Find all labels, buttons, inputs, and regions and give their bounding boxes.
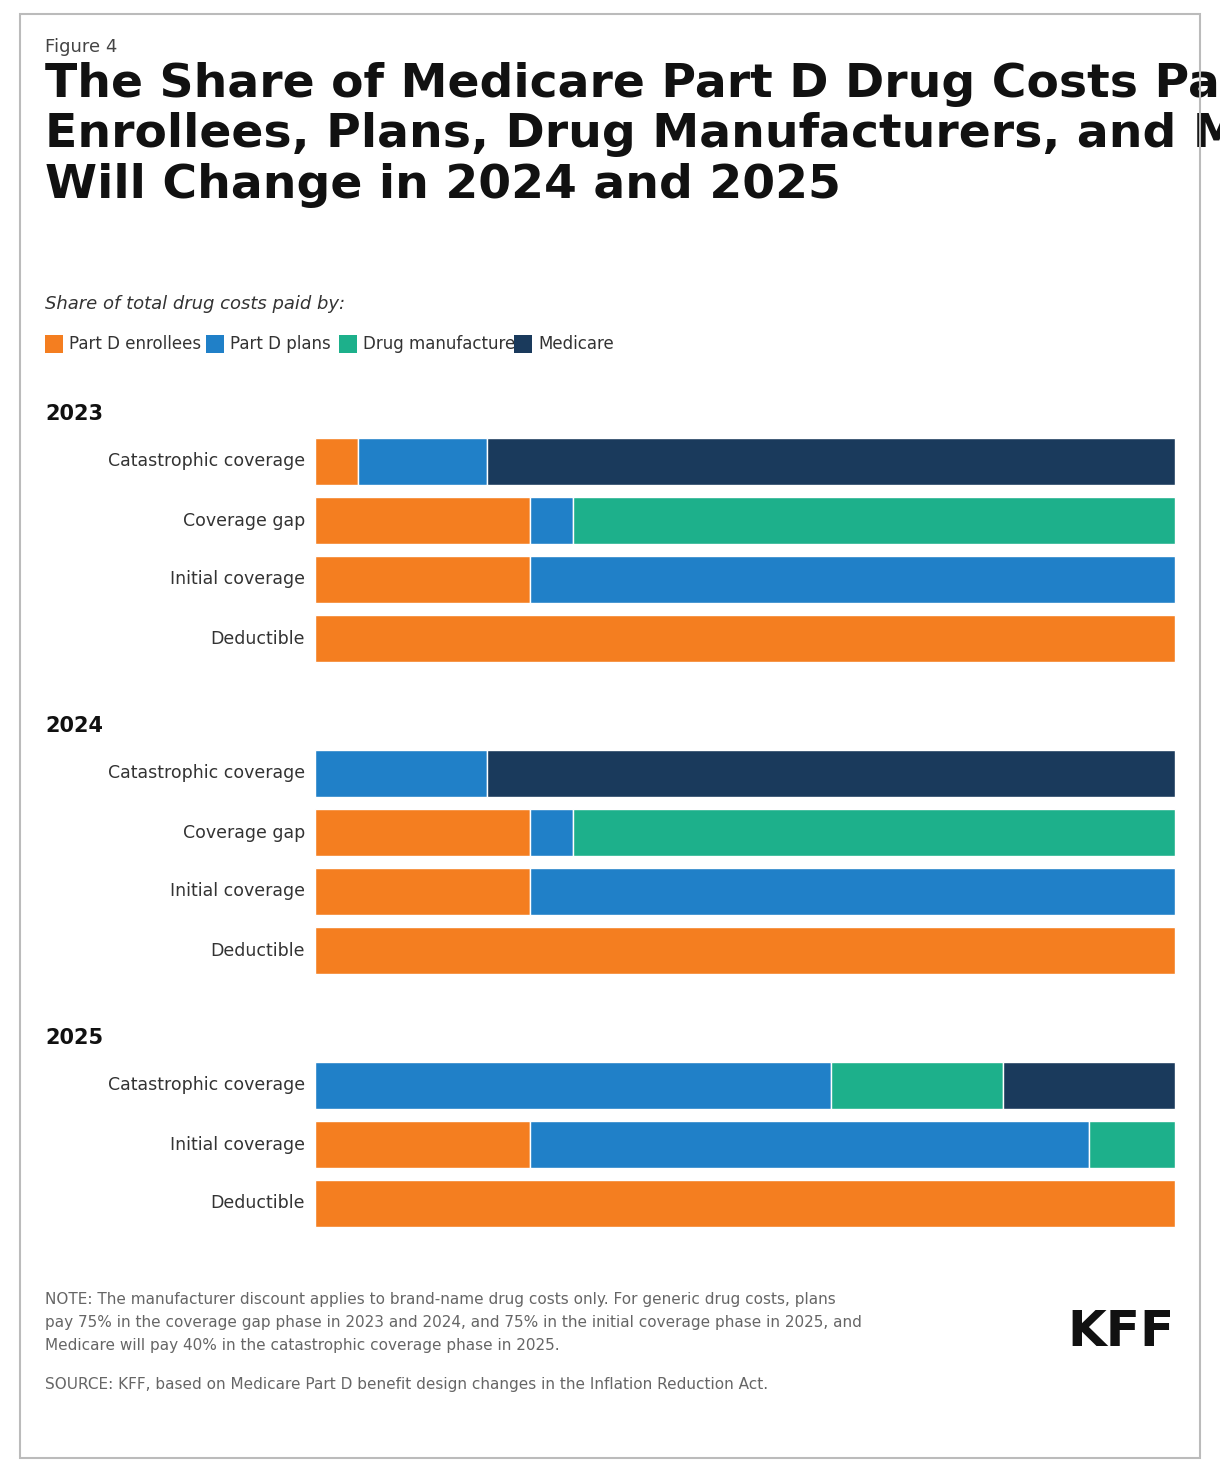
Text: 15%: 15% [366, 452, 407, 471]
Bar [487, 751, 1175, 796]
Bar [529, 556, 1175, 604]
Text: 65%: 65% [538, 1135, 580, 1154]
Text: 20%: 20% [1011, 1076, 1053, 1095]
Bar [487, 439, 1175, 484]
Text: 10%: 10% [1097, 1135, 1138, 1154]
Text: 75%: 75% [538, 571, 580, 589]
Bar [1089, 1122, 1175, 1167]
Text: Initial coverage: Initial coverage [170, 1135, 305, 1154]
Text: The Share of Medicare Part D Drug Costs Paid by
Enrollees, Plans, Drug Manufactu: The Share of Medicare Part D Drug Costs … [45, 62, 1220, 208]
Bar [45, 336, 63, 353]
Text: 25%: 25% [323, 511, 365, 530]
Text: Initial coverage: Initial coverage [170, 883, 305, 901]
Text: Drug manufacturers: Drug manufacturers [362, 336, 531, 353]
Bar [315, 868, 529, 916]
Text: Deductible: Deductible [211, 1194, 305, 1213]
Text: 2023: 2023 [45, 403, 102, 424]
Text: Catastrophic coverage: Catastrophic coverage [107, 1076, 305, 1095]
Text: 75%: 75% [538, 883, 580, 901]
Bar [831, 1061, 1003, 1108]
Text: 25%: 25% [323, 823, 365, 842]
Text: Medicare: Medicare [538, 336, 614, 353]
Bar [315, 439, 357, 484]
Text: 25%: 25% [323, 883, 365, 901]
Bar [529, 1122, 1089, 1167]
Bar [529, 810, 573, 857]
Bar [1003, 1061, 1175, 1108]
Text: 70%: 70% [581, 823, 622, 842]
Text: 80%: 80% [495, 764, 537, 783]
Text: Coverage gap: Coverage gap [183, 511, 305, 530]
Text: NOTE: The manufacturer discount applies to brand-name drug costs only. For gener: NOTE: The manufacturer discount applies … [45, 1292, 861, 1353]
Text: Deductible: Deductible [211, 942, 305, 960]
Text: 20%: 20% [323, 764, 365, 783]
Text: 60%: 60% [323, 1076, 365, 1095]
Text: Catastrophic coverage: Catastrophic coverage [107, 764, 305, 783]
Text: 100%: 100% [323, 630, 377, 648]
Bar [315, 810, 529, 857]
Bar [514, 336, 532, 353]
Bar [529, 868, 1175, 916]
Text: KFF: KFF [1068, 1309, 1175, 1356]
Bar [573, 810, 1175, 857]
Bar [315, 1061, 831, 1108]
Text: 100%: 100% [323, 942, 377, 960]
Text: Initial coverage: Initial coverage [170, 571, 305, 589]
Text: 25%: 25% [323, 571, 365, 589]
Text: Figure 4: Figure 4 [45, 38, 117, 56]
Bar [573, 498, 1175, 545]
Bar [206, 336, 224, 353]
Bar [315, 1181, 1175, 1228]
Text: Deductible: Deductible [211, 630, 305, 648]
Text: Part D enrollees: Part D enrollees [70, 336, 201, 353]
Bar [315, 615, 1175, 662]
Bar [315, 751, 487, 796]
Bar [315, 498, 529, 545]
Text: 20%: 20% [839, 1076, 881, 1095]
Bar [529, 498, 573, 545]
Text: 70%: 70% [581, 511, 622, 530]
Bar [315, 1122, 529, 1167]
Bar [357, 439, 487, 484]
Bar [315, 927, 1175, 974]
Bar [339, 336, 356, 353]
Bar [315, 556, 529, 604]
Text: Share of total drug costs paid by:: Share of total drug costs paid by: [45, 294, 345, 314]
Text: Part D plans: Part D plans [231, 336, 331, 353]
Text: Catastrophic coverage: Catastrophic coverage [107, 452, 305, 471]
Text: 25%: 25% [323, 1135, 365, 1154]
Text: SOURCE: KFF, based on Medicare Part D benefit design changes in the Inflation Re: SOURCE: KFF, based on Medicare Part D be… [45, 1376, 769, 1393]
Text: 2025: 2025 [45, 1027, 104, 1048]
Text: 80%: 80% [495, 452, 537, 471]
Text: 2024: 2024 [45, 715, 102, 736]
Text: Coverage gap: Coverage gap [183, 823, 305, 842]
Text: 100%: 100% [323, 1194, 377, 1213]
